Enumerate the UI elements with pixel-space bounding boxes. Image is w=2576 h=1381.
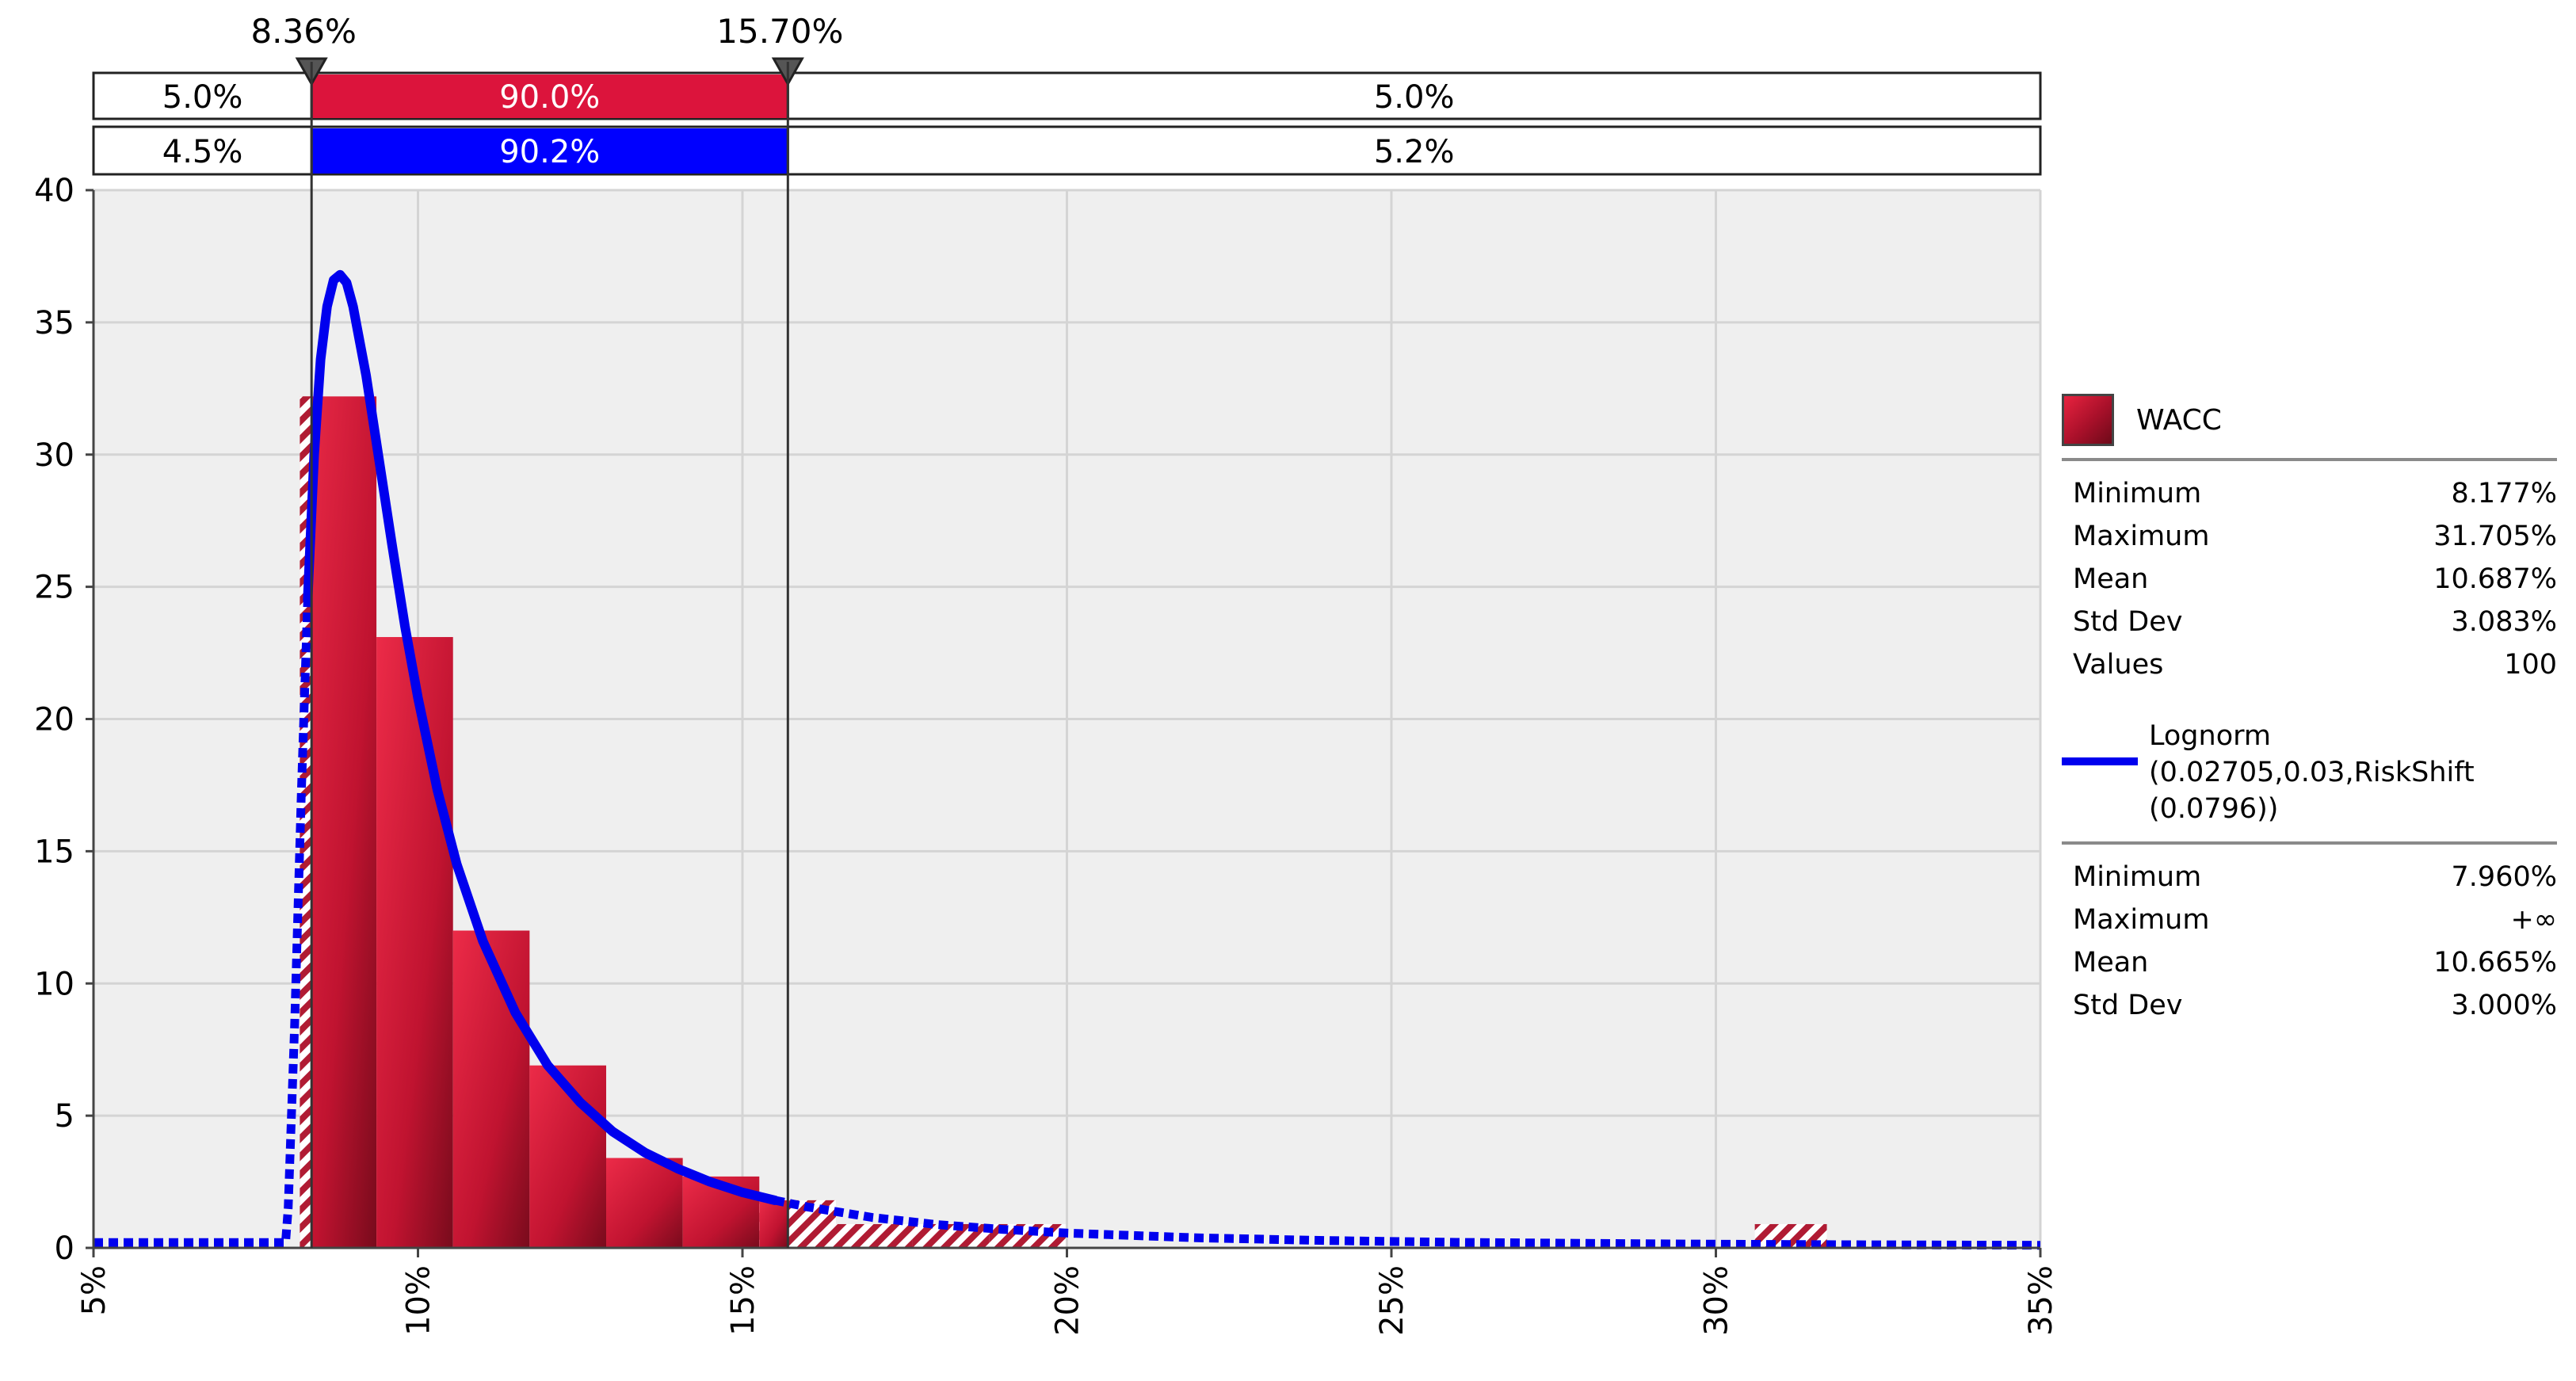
fit-name-line: Lognorm xyxy=(2149,720,2271,752)
x-tick-label: 25% xyxy=(1374,1265,1410,1336)
stat-label: Minimum xyxy=(2073,861,2202,893)
legend-histogram-entry: WACC xyxy=(2062,387,2557,453)
probability-bars: 5.0% 90.0% 5.0% 4.5% 90.2% 5.2% 8.36% 15.70% xyxy=(92,12,2042,176)
x-tick-label: 10% xyxy=(401,1265,437,1336)
stat-row: Minimum 8.177% xyxy=(2062,472,2557,515)
stat-row: Maximum +∞ xyxy=(2062,898,2557,941)
probability-bar-middle xyxy=(311,74,788,118)
stat-value: +∞ xyxy=(2510,904,2557,936)
legend-fit-entry: Lognorm (0.02705,0.03,RiskShift (0.0796)… xyxy=(2062,718,2557,827)
stat-value: 8.177% xyxy=(2451,478,2557,509)
histogram-swatch-icon xyxy=(2062,394,2114,446)
histogram-bar xyxy=(606,1158,683,1248)
stat-label: Mean xyxy=(2073,563,2149,595)
histogram-bar xyxy=(300,396,312,1249)
probability-middle-label: 90.0% xyxy=(499,79,600,116)
stat-value: 10.687% xyxy=(2433,563,2557,595)
fit-stats: Minimum 7.960% Maximum +∞ Mean 10.665% Std … xyxy=(2062,856,2557,1027)
stat-row: Std Dev 3.083% xyxy=(2062,601,2557,643)
histogram-bar xyxy=(529,1065,607,1248)
stat-label: Minimum xyxy=(2073,478,2202,509)
x-tick-label: 30% xyxy=(1699,1265,1735,1336)
y-tick-label: 35 xyxy=(34,305,74,341)
probability-right-label: 5.0% xyxy=(1374,79,1455,116)
stat-row: Mean 10.665% xyxy=(2062,941,2557,984)
histogram-stats: Minimum 8.177% Maximum 31.705% Mean 10.687%… xyxy=(2062,472,2557,686)
fit-line-swatch-icon xyxy=(2062,757,2138,765)
stat-value: 7.960% xyxy=(2451,861,2557,893)
delimiter-label: 15.70% xyxy=(716,12,843,51)
probability-left-label: 4.5% xyxy=(162,134,243,170)
y-tick-label: 40 xyxy=(34,173,74,209)
stat-value: 3.083% xyxy=(2451,606,2557,638)
y-tick-label: 30 xyxy=(34,437,74,474)
stat-value: 100 xyxy=(2504,649,2557,681)
fit-curve-right-tail xyxy=(773,1196,2041,1250)
stat-label: Maximum xyxy=(2073,521,2210,552)
probability-right-label: 5.2% xyxy=(1374,134,1455,170)
stat-row: Std Dev 3.000% xyxy=(2062,984,2557,1027)
legend: WACC Minimum 8.177% Maximum 31.705% Mean 10… xyxy=(2062,387,2557,1027)
stat-row: Mean 10.687% xyxy=(2062,558,2557,601)
stat-row: Values 100 xyxy=(2062,643,2557,686)
y-tick-label: 5 xyxy=(55,1098,74,1135)
legend-divider xyxy=(2062,841,2557,845)
x-tick-label: 15% xyxy=(725,1265,761,1336)
probability-left-label: 5.0% xyxy=(162,79,243,116)
probability-middle-label: 90.2% xyxy=(499,134,600,170)
stat-label: Mean xyxy=(2073,947,2149,979)
stat-row: Minimum 7.960% xyxy=(2062,856,2557,898)
x-tick-label: 20% xyxy=(1050,1265,1086,1336)
legend-divider xyxy=(2062,458,2557,461)
x-tick-label: 35% xyxy=(2023,1265,2059,1336)
stat-value: 10.665% xyxy=(2433,947,2557,979)
histogram-bar xyxy=(452,930,530,1248)
stat-label: Std Dev xyxy=(2073,606,2183,638)
stat-value: 31.705% xyxy=(2433,521,2557,552)
histogram-bar xyxy=(835,1223,913,1248)
y-tick-label: 15 xyxy=(34,834,74,870)
fit-name-line: (0.02705,0.03,RiskShift xyxy=(2149,757,2475,788)
stat-label: Std Dev xyxy=(2073,990,2183,1021)
y-tick-label: 10 xyxy=(34,966,74,1002)
probability-bar-middle xyxy=(311,128,788,174)
stat-label: Values xyxy=(2073,649,2164,681)
y-tick-label: 25 xyxy=(34,570,74,606)
legend-fit-name: Lognorm (0.02705,0.03,RiskShift (0.0796)… xyxy=(2149,718,2475,827)
legend-histogram-name: WACC xyxy=(2136,403,2222,437)
y-tick-label: 20 xyxy=(34,702,74,738)
histogram-bar xyxy=(759,1200,788,1248)
stat-value: 3.000% xyxy=(2451,990,2557,1021)
stat-row: Maximum 31.705% xyxy=(2062,515,2557,558)
histogram-bar xyxy=(376,637,453,1248)
fit-name-line: (0.0796)) xyxy=(2149,793,2279,825)
delimiter-label: 8.36% xyxy=(250,12,356,51)
plot-area: 0 5 10 15 20 25 30 35 40 5% 10% 15% 20% 25% 30% 35% xyxy=(34,62,2059,1336)
x-tick-label: 5% xyxy=(76,1265,113,1315)
stat-label: Maximum xyxy=(2073,904,2210,936)
y-tick-label: 0 xyxy=(55,1230,74,1267)
fit-curve xyxy=(303,269,780,1205)
